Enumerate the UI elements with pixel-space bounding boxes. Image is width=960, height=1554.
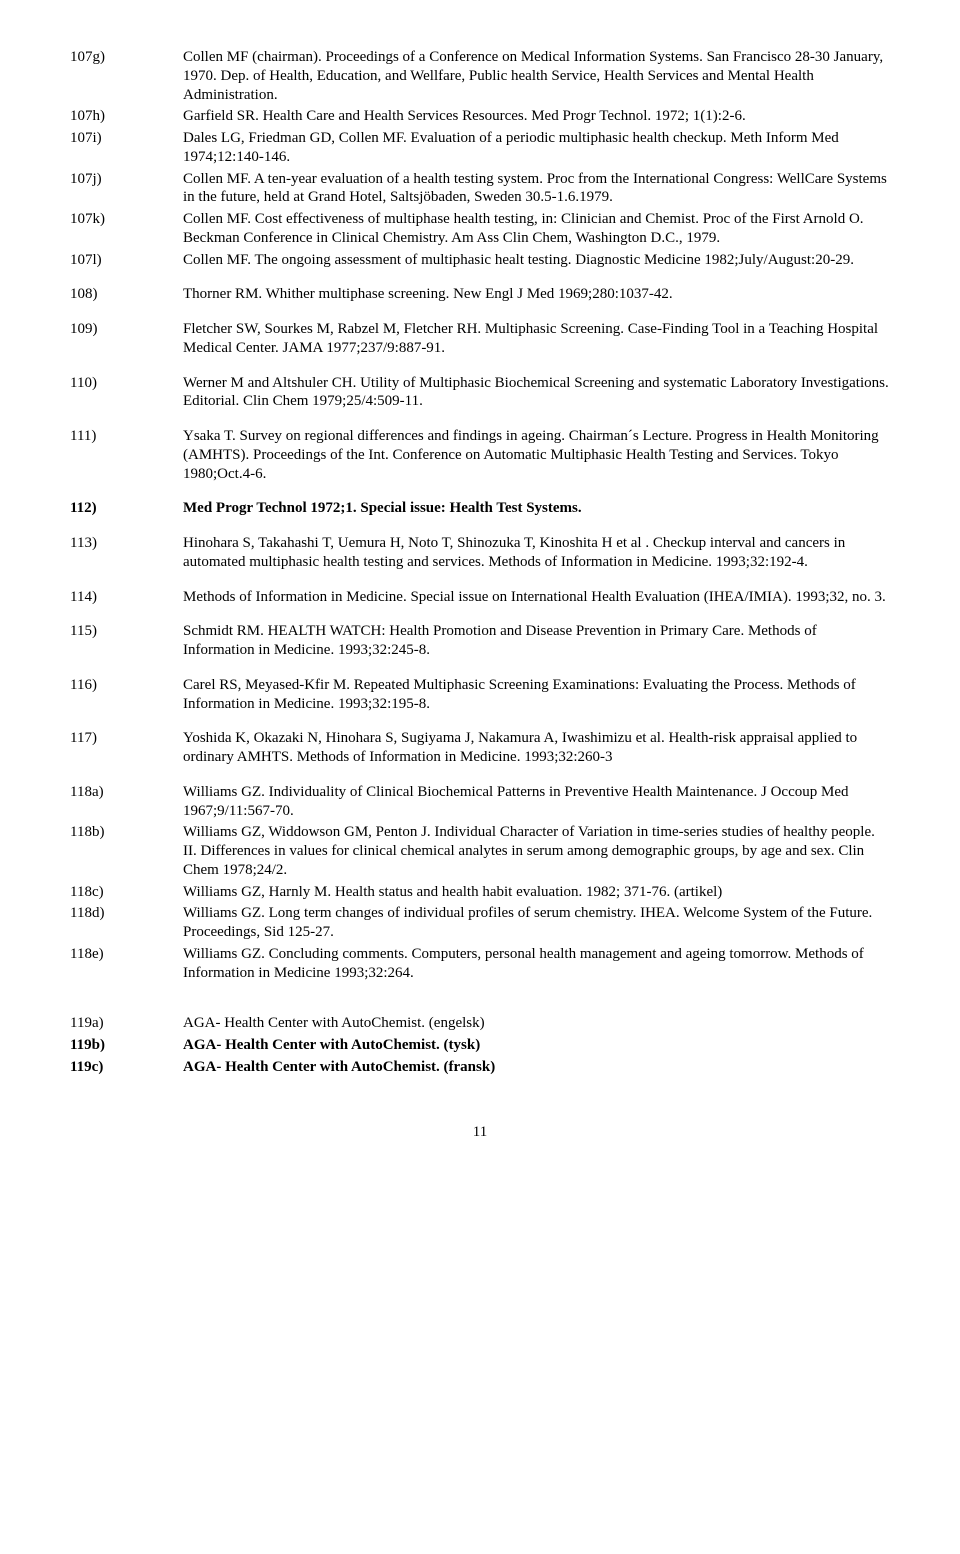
reference-entry: 118e)Williams GZ. Concluding comments. C… (70, 945, 890, 983)
reference-id: 118b) (70, 823, 183, 879)
reference-id: 118e) (70, 945, 183, 983)
reference-id: 119b) (70, 1036, 183, 1055)
reference-entry: 118b)Williams GZ, Widdowson GM, Penton J… (70, 823, 890, 879)
reference-entry: 107k)Collen MF. Cost effectiveness of mu… (70, 210, 890, 248)
reference-text: Collen MF. A ten-year evaluation of a he… (183, 170, 890, 208)
reference-entry: 111)Ysaka T. Survey on regional differen… (70, 427, 890, 483)
reference-block: 111)Ysaka T. Survey on regional differen… (70, 427, 890, 483)
reference-id: 114) (70, 588, 183, 607)
reference-id: 111) (70, 427, 183, 483)
reference-entry: 119b)AGA- Health Center with AutoChemist… (70, 1036, 890, 1055)
reference-id: 110) (70, 374, 183, 412)
reference-entry: 107j)Collen MF. A ten-year evaluation of… (70, 170, 890, 208)
reference-text: Methods of Information in Medicine. Spec… (183, 588, 890, 607)
reference-block: 116)Carel RS, Meyased-Kfir M. Repeated M… (70, 676, 890, 714)
reference-text: Schmidt RM. HEALTH WATCH: Health Promoti… (183, 622, 890, 660)
reference-text: Med Progr Technol 1972;1. Special issue:… (183, 499, 890, 518)
reference-text: Williams GZ. Long term changes of indivi… (183, 904, 890, 942)
reference-entry: 107l)Collen MF. The ongoing assessment o… (70, 251, 890, 270)
reference-text: AGA- Health Center with AutoChemist. (fr… (183, 1058, 890, 1077)
reference-entry: 107i)Dales LG, Friedman GD, Collen MF. E… (70, 129, 890, 167)
reference-block: 115)Schmidt RM. HEALTH WATCH: Health Pro… (70, 622, 890, 660)
reference-block: 110)Werner M and Altshuler CH. Utility o… (70, 374, 890, 412)
reference-block: 109)Fletcher SW, Sourkes M, Rabzel M, Fl… (70, 320, 890, 358)
reference-text: Werner M and Altshuler CH. Utility of Mu… (183, 374, 890, 412)
reference-entry: 109)Fletcher SW, Sourkes M, Rabzel M, Fl… (70, 320, 890, 358)
reference-id: 119a) (70, 1014, 183, 1033)
reference-text: Williams GZ. Individuality of Clinical B… (183, 783, 890, 821)
reference-text: Collen MF. Cost effectiveness of multiph… (183, 210, 890, 248)
reference-id: 107i) (70, 129, 183, 167)
reference-text: AGA- Health Center with AutoChemist. (ty… (183, 1036, 890, 1055)
reference-id: 116) (70, 676, 183, 714)
page-number: 11 (70, 1123, 890, 1142)
reference-id: 118d) (70, 904, 183, 942)
reference-entry: 108)Thorner RM. Whither multiphase scree… (70, 285, 890, 304)
reference-entry: 114)Methods of Information in Medicine. … (70, 588, 890, 607)
reference-id: 109) (70, 320, 183, 358)
reference-id: 107j) (70, 170, 183, 208)
reference-list: 107g)Collen MF (chairman). Proceedings o… (70, 48, 890, 1077)
reference-block: 108)Thorner RM. Whither multiphase scree… (70, 285, 890, 304)
reference-id: 115) (70, 622, 183, 660)
reference-entry: 118a)Williams GZ. Individuality of Clini… (70, 783, 890, 821)
reference-id: 108) (70, 285, 183, 304)
reference-entry: 116)Carel RS, Meyased-Kfir M. Repeated M… (70, 676, 890, 714)
reference-block: 114)Methods of Information in Medicine. … (70, 588, 890, 607)
reference-id: 117) (70, 729, 183, 767)
reference-text: Ysaka T. Survey on regional differences … (183, 427, 890, 483)
reference-text: AGA- Health Center with AutoChemist. (en… (183, 1014, 890, 1033)
reference-block: 107g)Collen MF (chairman). Proceedings o… (70, 48, 890, 269)
reference-text: Hinohara S, Takahashi T, Uemura H, Noto … (183, 534, 890, 572)
reference-entry: 119a)AGA- Health Center with AutoChemist… (70, 1014, 890, 1033)
reference-id: 119c) (70, 1058, 183, 1077)
reference-id: 118a) (70, 783, 183, 821)
reference-block: 112)Med Progr Technol 1972;1. Special is… (70, 499, 890, 518)
reference-id: 112) (70, 499, 183, 518)
reference-block: 118a)Williams GZ. Individuality of Clini… (70, 783, 890, 983)
reference-id: 107k) (70, 210, 183, 248)
reference-text: Yoshida K, Okazaki N, Hinohara S, Sugiya… (183, 729, 890, 767)
reference-entry: 110)Werner M and Altshuler CH. Utility o… (70, 374, 890, 412)
reference-text: Williams GZ, Widdowson GM, Penton J. Ind… (183, 823, 890, 879)
reference-entry: 118c)Williams GZ, Harnly M. Health statu… (70, 883, 890, 902)
reference-entry: 107h)Garfield SR. Health Care and Health… (70, 107, 890, 126)
reference-text: Carel RS, Meyased-Kfir M. Repeated Multi… (183, 676, 890, 714)
reference-id: 107l) (70, 251, 183, 270)
reference-id: 107h) (70, 107, 183, 126)
reference-entry: 112)Med Progr Technol 1972;1. Special is… (70, 499, 890, 518)
reference-text: Williams GZ. Concluding comments. Comput… (183, 945, 890, 983)
reference-text: Collen MF (chairman). Proceedings of a C… (183, 48, 890, 104)
reference-text: Williams GZ, Harnly M. Health status and… (183, 883, 890, 902)
reference-entry: 118d)Williams GZ. Long term changes of i… (70, 904, 890, 942)
reference-id: 113) (70, 534, 183, 572)
reference-text: Fletcher SW, Sourkes M, Rabzel M, Fletch… (183, 320, 890, 358)
reference-id: 107g) (70, 48, 183, 104)
reference-text: Dales LG, Friedman GD, Collen MF. Evalua… (183, 129, 890, 167)
reference-text: Thorner RM. Whither multiphase screening… (183, 285, 890, 304)
reference-entry: 115)Schmidt RM. HEALTH WATCH: Health Pro… (70, 622, 890, 660)
reference-entry: 119c)AGA- Health Center with AutoChemist… (70, 1058, 890, 1077)
reference-block: 113)Hinohara S, Takahashi T, Uemura H, N… (70, 534, 890, 572)
reference-block: 117)Yoshida K, Okazaki N, Hinohara S, Su… (70, 729, 890, 767)
reference-entry: 117)Yoshida K, Okazaki N, Hinohara S, Su… (70, 729, 890, 767)
reference-id: 118c) (70, 883, 183, 902)
reference-entry: 107g)Collen MF (chairman). Proceedings o… (70, 48, 890, 104)
reference-text: Garfield SR. Health Care and Health Serv… (183, 107, 890, 126)
reference-entry: 113)Hinohara S, Takahashi T, Uemura H, N… (70, 534, 890, 572)
reference-block: 119a)AGA- Health Center with AutoChemist… (70, 1014, 890, 1076)
reference-text: Collen MF. The ongoing assessment of mul… (183, 251, 890, 270)
